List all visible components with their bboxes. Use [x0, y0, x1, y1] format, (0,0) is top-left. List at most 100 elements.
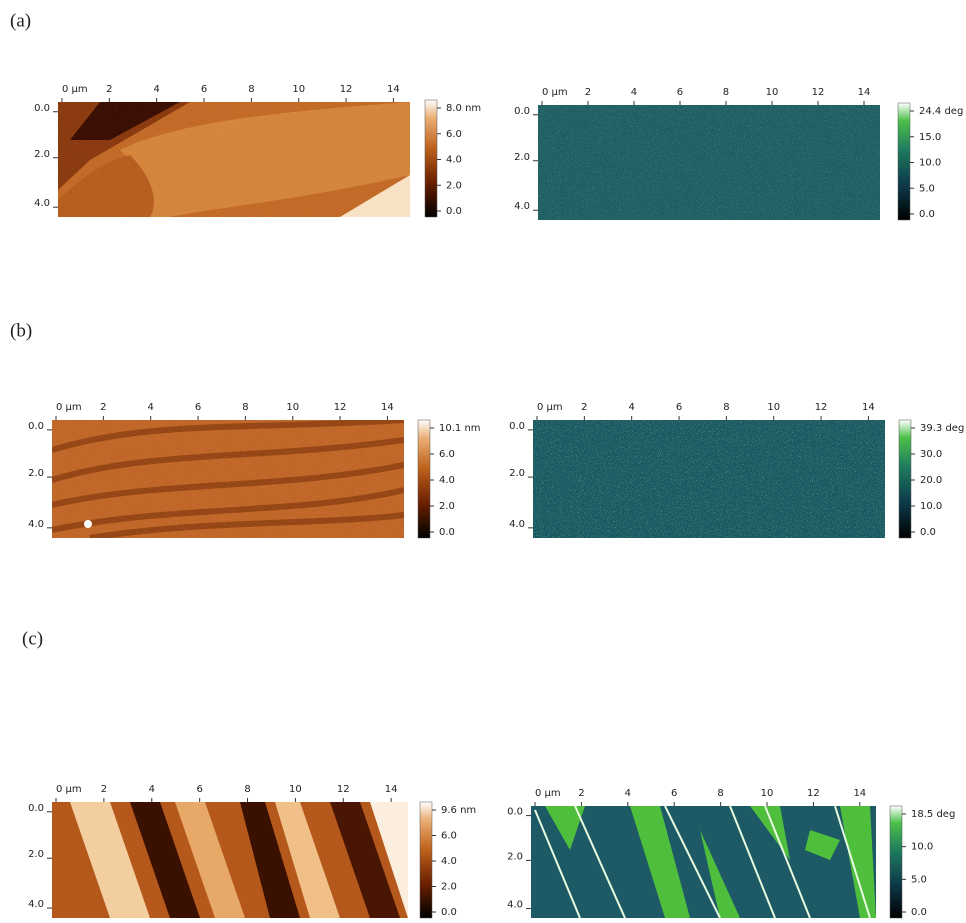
y-tick-label: 2.0: [509, 468, 525, 479]
x-tick-label: 8: [244, 784, 250, 795]
x-tick-label: 6: [671, 788, 677, 799]
y-tick-label: 0.0: [34, 103, 50, 114]
y-tick-label: 2.0: [514, 152, 530, 163]
afm-height-image: [58, 102, 410, 217]
panel-label: (a): [10, 10, 31, 31]
y-tick-label: 2.0: [34, 149, 50, 160]
x-tick-label: 12: [815, 402, 828, 413]
colorbar-tick-label: 10.0: [911, 842, 933, 853]
colorbar: [898, 103, 910, 220]
y-tick-label: 4.0: [514, 201, 530, 212]
y-tick-label: 2.0: [507, 851, 523, 862]
x-tick-label: 2: [585, 87, 591, 98]
y-tick-label: 4.0: [28, 519, 44, 530]
afm-phase-image: [538, 105, 880, 220]
colorbar-tick-label: 4.0: [441, 856, 457, 867]
colorbar-tick-label: 10.1 nm: [439, 423, 481, 434]
x-tick-label: 0 µm: [535, 788, 561, 799]
y-tick-label: 4.0: [509, 519, 525, 530]
colorbar-tick-label: 0.0: [911, 907, 927, 918]
x-tick-label: 12: [340, 84, 353, 95]
x-tick-label: 14: [381, 402, 394, 413]
x-tick-label: 4: [629, 402, 635, 413]
colorbar: [418, 420, 430, 538]
afm-phase-image: [531, 806, 876, 918]
colorbar-tick-label: 24.4 deg: [919, 106, 963, 117]
x-tick-label: 0 µm: [537, 402, 563, 413]
x-tick-label: 2: [578, 788, 584, 799]
x-tick-label: 6: [195, 402, 201, 413]
afm-phase-image: [533, 420, 885, 538]
x-tick-label: 8: [723, 87, 729, 98]
colorbar-tick-label: 30.0: [920, 449, 942, 460]
colorbar-tick-label: 0.0: [919, 209, 935, 220]
panel-label: (b): [10, 320, 32, 341]
x-tick-label: 2: [100, 402, 106, 413]
x-tick-label: 14: [385, 784, 398, 795]
x-tick-label: 6: [677, 87, 683, 98]
x-tick-label: 6: [676, 402, 682, 413]
colorbar: [425, 100, 437, 217]
colorbar-tick-label: 5.0: [911, 874, 927, 885]
colorbar-tick-label: 5.0: [919, 183, 935, 194]
colorbar-tick-label: 39.3 deg: [920, 423, 964, 434]
x-tick-label: 2: [581, 402, 587, 413]
afm-height-image: [52, 802, 408, 918]
colorbar-tick-label: 6.0: [441, 831, 457, 842]
y-tick-label: 0.0: [28, 803, 44, 814]
colorbar-tick-label: 0.0: [439, 527, 455, 538]
y-tick-label: 2.0: [28, 849, 44, 860]
x-tick-label: 0 µm: [62, 84, 88, 95]
x-tick-label: 8: [248, 84, 254, 95]
afm-height-image: [52, 420, 404, 538]
colorbar-tick-label: 0.0: [446, 206, 462, 217]
x-tick-label: 0 µm: [542, 87, 568, 98]
colorbar-tick-label: 10.0: [919, 158, 941, 169]
colorbar-tick-label: 2.0: [439, 501, 455, 512]
colorbar: [899, 420, 911, 538]
y-tick-label: 0.0: [509, 421, 525, 432]
colorbar-tick-label: 0.0: [920, 527, 936, 538]
figure: (a) 0 µm 2 4 6 8 10 12 14 0.0 2.0 4.0 8.0 nm 6.0 4.0 2.…: [0, 0, 966, 923]
x-tick-label: 6: [201, 84, 207, 95]
y-tick-label: 0.0: [507, 807, 523, 818]
colorbar-tick-label: 9.6 nm: [441, 805, 476, 816]
colorbar-tick-label: 20.0: [920, 475, 942, 486]
colorbar-tick-label: 10.0: [920, 501, 942, 512]
y-tick-label: 4.0: [34, 198, 50, 209]
x-tick-label: 12: [812, 87, 825, 98]
x-tick-label: 10: [289, 784, 302, 795]
colorbar-tick-label: 2.0: [441, 882, 457, 893]
colorbar: [890, 806, 902, 918]
y-tick-label: 0.0: [514, 106, 530, 117]
x-tick-label: 12: [337, 784, 350, 795]
x-tick-label: 4: [148, 402, 154, 413]
colorbar-tick-label: 15.0: [919, 132, 941, 143]
panel-label: (c): [22, 628, 43, 649]
colorbar-tick-label: 6.0: [439, 449, 455, 460]
y-tick-label: 2.0: [28, 468, 44, 479]
x-tick-label: 2: [101, 784, 107, 795]
colorbar-tick-label: 2.0: [446, 180, 462, 191]
colorbar-tick-label: 6.0: [446, 129, 462, 140]
x-tick-label: 10: [292, 84, 305, 95]
x-tick-label: 0 µm: [56, 784, 82, 795]
x-tick-label: 4: [631, 87, 637, 98]
x-tick-label: 14: [387, 84, 400, 95]
x-tick-label: 4: [154, 84, 160, 95]
y-tick-label: 4.0: [28, 899, 44, 910]
x-tick-label: 10: [761, 788, 774, 799]
colorbar-tick-label: 4.0: [439, 475, 455, 486]
x-tick-label: 12: [807, 788, 820, 799]
y-tick-label: 4.0: [507, 900, 523, 911]
x-tick-label: 14: [853, 788, 866, 799]
x-tick-label: 12: [334, 402, 347, 413]
x-tick-label: 0 µm: [56, 402, 82, 413]
x-tick-label: 8: [717, 788, 723, 799]
colorbar-tick-label: 0.0: [441, 907, 457, 918]
x-tick-label: 2: [106, 84, 112, 95]
colorbar-tick-label: 8.0 nm: [446, 103, 481, 114]
x-tick-label: 10: [766, 87, 779, 98]
colorbar-tick-label: 18.5 deg: [911, 809, 955, 820]
colorbar-tick-label: 4.0: [446, 155, 462, 166]
